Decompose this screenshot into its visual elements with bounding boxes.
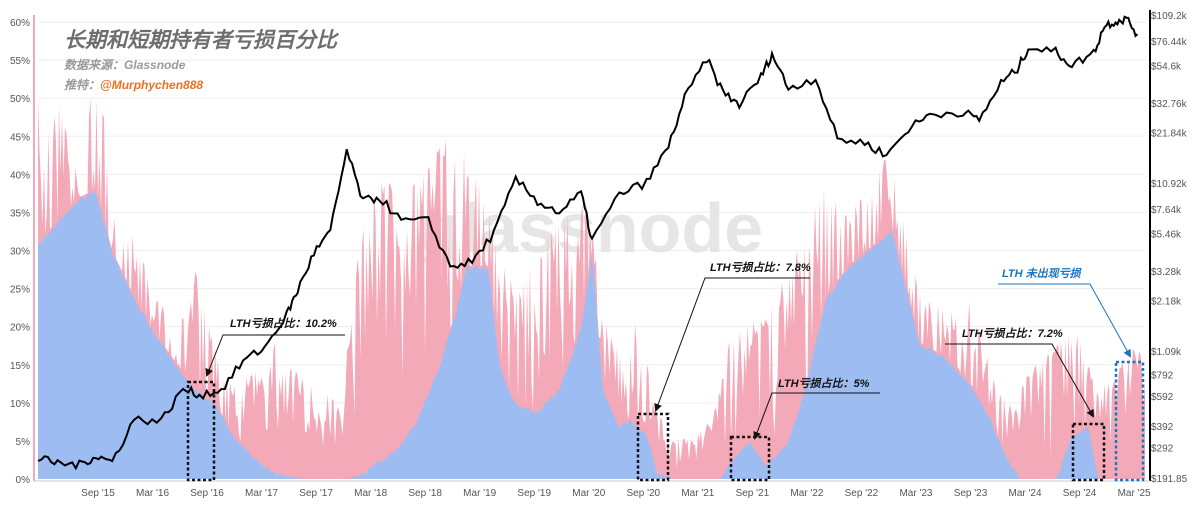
x-tick-label: Mar '25 <box>1118 488 1151 499</box>
y-left-tick-label: 35% <box>10 208 30 219</box>
y-right-tick-label: $10.92k <box>1151 179 1188 190</box>
y-right-tick-label: $792 <box>1151 371 1174 382</box>
x-tick-label: Mar '17 <box>245 488 278 499</box>
y-right-tick-label: $7.64k <box>1151 205 1182 216</box>
annotation-label-2: LTH亏损占比：7.8% <box>710 262 811 274</box>
source-value: Glassnode <box>124 58 186 72</box>
highlight-box-2025 <box>1114 360 1145 482</box>
x-tick-label: Mar '18 <box>354 488 387 499</box>
y-left-tick-label: 0% <box>16 475 31 486</box>
x-tick-label: Sep '23 <box>954 488 988 499</box>
x-tick-label: Sep '16 <box>190 488 224 499</box>
y-right-tick-label: $392 <box>1151 422 1174 433</box>
y-right-tick-label: $592 <box>1151 392 1174 403</box>
y-right-tick-label: $76.44k <box>1151 37 1188 48</box>
y-right-tick-label: $191.85 <box>1151 474 1188 485</box>
highlight-box-2024 <box>1071 422 1106 482</box>
y-left-tick-label: 45% <box>10 132 30 143</box>
y-left-tick-label: 30% <box>10 247 30 258</box>
y-left-tick-label: 5% <box>16 437 31 448</box>
x-tick-label: Sep '22 <box>845 488 879 499</box>
annotation-arrow-1 <box>205 334 345 377</box>
y-right-tick-label: $109.2k <box>1151 11 1188 22</box>
author: 推特：@Murphychen888 <box>64 76 203 93</box>
x-tick-label: Mar '22 <box>790 488 823 499</box>
annotation-arrow-2 <box>654 277 810 412</box>
x-tick-label: Mar '16 <box>136 488 169 499</box>
author-handle: @Murphychen888 <box>100 78 204 92</box>
y-right-tick-label: $21.84k <box>1151 128 1188 139</box>
chart-title: 长期和短期持有者亏损百分比 <box>64 29 337 52</box>
data-source: 数据来源：Glassnode <box>64 56 185 73</box>
x-tick-label: Sep '17 <box>299 488 333 499</box>
annotation-arrow-3 <box>753 392 880 440</box>
highlight-box-2021 <box>729 435 771 482</box>
x-tick-label: Mar '24 <box>1009 488 1042 499</box>
y-right-tick-label: $3.28k <box>1151 267 1182 278</box>
y-right-tick-label: $1.09k <box>1151 347 1182 358</box>
y-left-tick-label: 55% <box>10 56 30 67</box>
y-right-tick-label: $292 <box>1151 443 1174 454</box>
annotation-label-4: LTH亏损占比：7.2% <box>962 328 1063 340</box>
lth-loss-area <box>38 190 1145 479</box>
x-tick-label: Sep '20 <box>627 488 661 499</box>
x-tick-label: Sep '24 <box>1063 488 1097 499</box>
x-tick-label: Sep '18 <box>408 488 442 499</box>
price-line <box>37 15 1139 471</box>
x-tick-label: Mar '19 <box>463 488 496 499</box>
x-tick-label: Sep '19 <box>517 488 551 499</box>
highlight-box-2016 <box>186 380 216 482</box>
y-left-tick-label: 60% <box>10 18 30 29</box>
y-left-tick-label: 40% <box>10 170 30 181</box>
annotation-label-1: LTH亏损占比：10.2% <box>230 318 337 330</box>
y-right-tick-label: $5.46k <box>1151 230 1182 241</box>
author-label: 推特： <box>64 78 101 92</box>
x-tick-label: Sep '21 <box>736 488 770 499</box>
y-left-tick-label: 20% <box>10 323 30 334</box>
x-tick-label: Mar '23 <box>899 488 932 499</box>
y-right-tick-label: $54.6k <box>1151 62 1182 73</box>
x-tick-label: Sep '15 <box>81 488 115 499</box>
y-left-tick-label: 50% <box>10 94 30 105</box>
y-left-tick-label: 25% <box>10 285 30 296</box>
annotation-arrow-4 <box>945 343 1094 418</box>
source-label: 数据来源： <box>64 58 125 72</box>
annotation-label-5: LTH 未出现亏损 <box>1002 268 1081 280</box>
annotation-label-3: LTH亏损占比：5% <box>778 378 870 390</box>
y-right-tick-label: $32.76k <box>1151 99 1188 110</box>
highlight-box-2020 <box>636 412 670 482</box>
y-left-tick-label: 10% <box>10 399 30 410</box>
y-left-tick-label: 15% <box>10 361 30 372</box>
x-tick-label: Mar '20 <box>572 488 605 499</box>
annotation-arrow-5 <box>998 283 1131 358</box>
x-tick-label: Mar '21 <box>681 488 714 499</box>
y-right-tick-label: $2.18k <box>1151 297 1182 308</box>
